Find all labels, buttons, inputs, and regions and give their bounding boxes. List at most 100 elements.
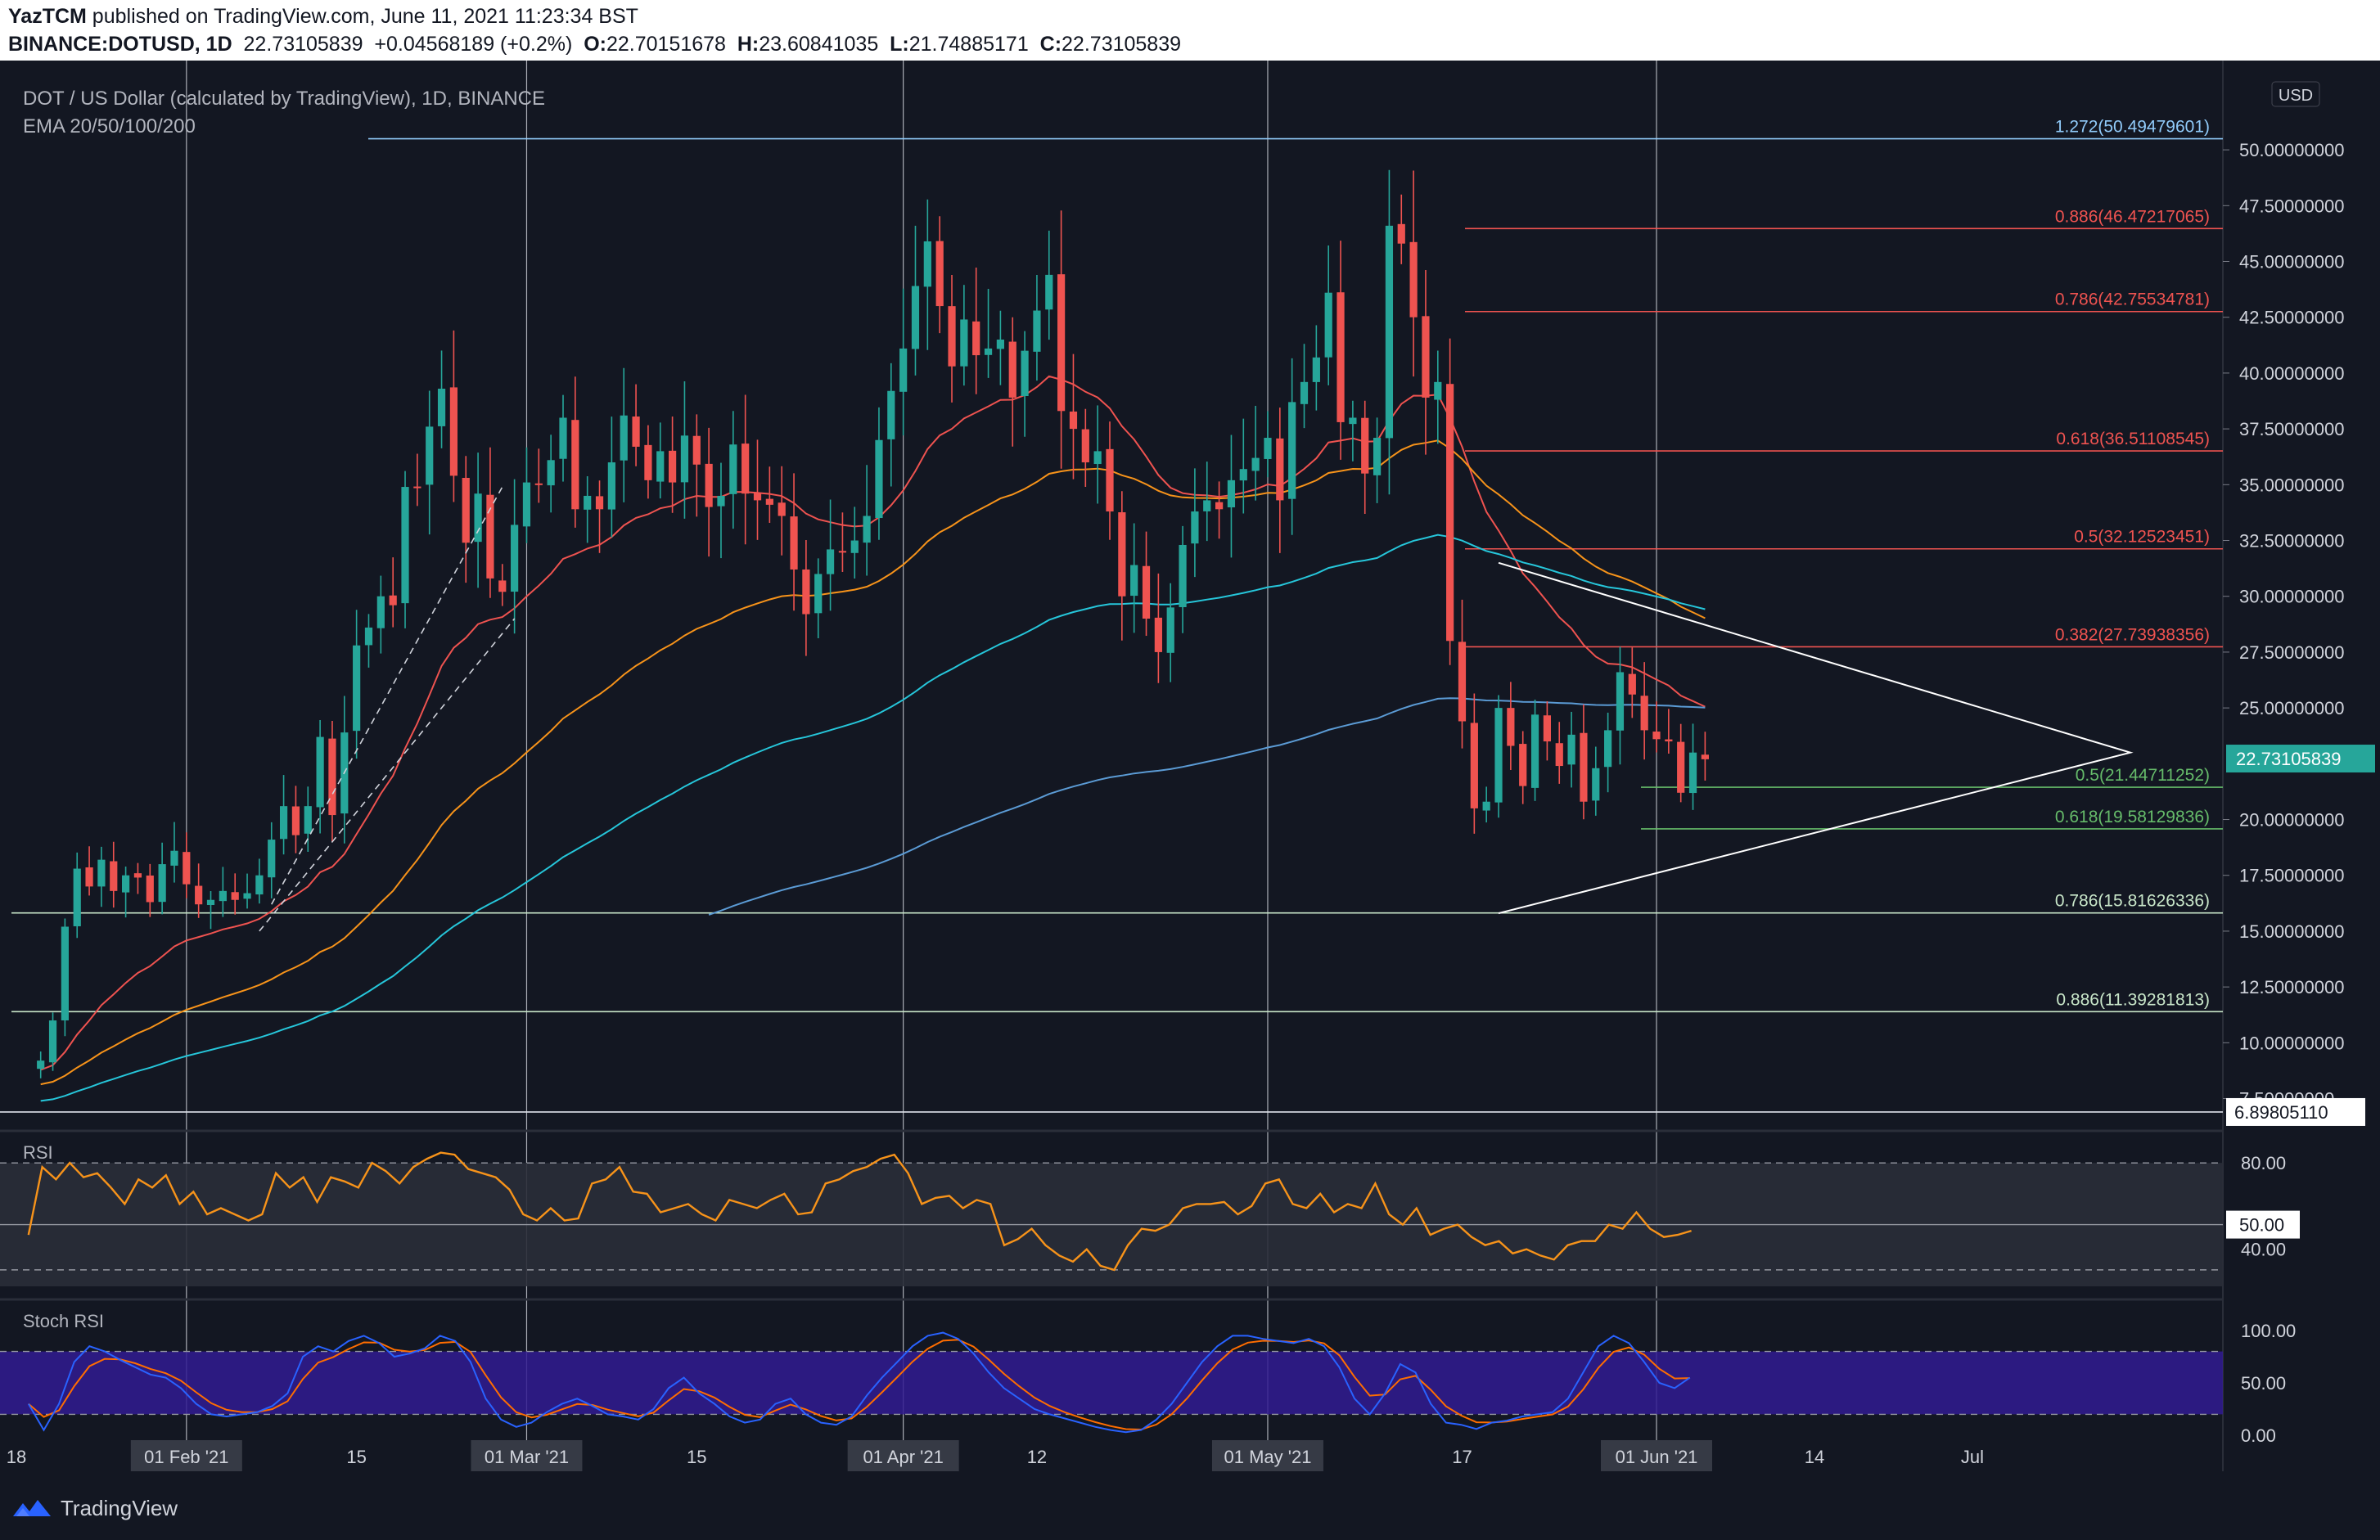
candle-body [972,321,980,356]
candle-body [559,417,567,459]
candle-body [1555,743,1563,767]
price-tick-label: 20.00000000 [2239,810,2344,831]
price-tick-label: 47.50000000 [2239,196,2344,216]
candle-body [268,840,276,878]
candle-body [1118,512,1126,597]
date-tick-label: Jul [1961,1447,1984,1467]
candle-body [1507,708,1515,746]
date-tick-label: 01 May '21 [1224,1447,1312,1467]
candle-body [1397,223,1405,244]
last-price: 22.73105839 [243,33,363,56]
open-label: O: [584,33,606,56]
candle-body [1106,448,1114,512]
candle-body [1130,565,1138,597]
candle-body [1361,417,1369,474]
high-label: H: [737,33,760,56]
candle-body [692,435,701,465]
candle-body [243,893,251,899]
candle-body [741,444,750,494]
symbol-label: BINANCE:DOTUSD, 1D [8,33,232,56]
price-tick-label: 40.00000000 [2239,363,2344,384]
stoch-rsi-pane[interactable]: Stoch RSI 100.00 50.00 0.00 [0,1311,2296,1446]
price-chart[interactable]: 1.272(50.49479601) 0.886(46.47217065) 0.78… [0,61,2380,1479]
rsi-line [27,1151,1692,1272]
candle-body [304,806,312,834]
footer: TradingView [0,1479,2380,1540]
candle-body [1494,708,1503,803]
candle-body [814,574,823,614]
date-tick-label: 01 Mar '21 [485,1447,569,1467]
stoch-k-line [27,1331,1691,1434]
candle-body [1276,438,1284,501]
fibonacci-levels: 1.272(50.49479601) 0.886(46.47217065) 0.78… [0,118,2223,1113]
candle-body [984,348,993,355]
price-tick-label: 17.50000000 [2239,866,2344,886]
tradingview-brand[interactable]: TradingView [11,1496,178,1521]
candle-body [389,595,397,606]
candle-body [1567,734,1575,765]
stoch-d-line [28,1339,1690,1431]
candle-body [863,516,871,543]
publisher-line: YazTCM published on TradingView.com, Jun… [8,5,638,29]
fib-level-label: 1.272(50.49479601) [2055,118,2210,137]
date-tick-label: 15 [346,1447,366,1467]
rsi-tick-label: 40.00 [2241,1240,2286,1260]
date-tick-label: 01 Jun '21 [1616,1447,1698,1467]
last-price-label: 22.73105839 [2236,749,2341,769]
candle-body [1519,744,1527,786]
candle-body [1093,451,1102,465]
candle-body [1385,225,1394,439]
brand-label: TradingView [61,1496,178,1520]
price-axis[interactable]: 50.00000000 47.50000000 45.00000000 42.5000… [2223,140,2375,1126]
candle-body [1166,607,1174,653]
price-tick-label: 25.00000000 [2239,698,2344,718]
publisher-name[interactable]: YazTCM [8,5,87,28]
candle-body [1434,381,1442,400]
candle-body [1069,411,1078,430]
candle-body [729,444,737,494]
candle-body [511,525,519,592]
fib-level-label: 0.5(32.12523451) [2074,528,2210,547]
time-axis[interactable]: 18 01 Feb '21 15 01 Mar '21 15 01 Apr '21 12 01… [7,1440,1984,1471]
date-highlight [1211,1440,1323,1471]
candle-body [680,435,689,483]
candle-body [1033,310,1041,352]
candle-body [462,477,470,543]
chart-title: DOT / US Dollar (calculated by TradingVi… [23,88,545,110]
publish-header: YazTCM published on TradingView.com, Jun… [0,0,2380,61]
candle-body [571,420,579,510]
date-tick-label: 01 Apr '21 [863,1447,943,1467]
price-tick-label: 45.00000000 [2239,252,2344,272]
candle-body [850,540,859,553]
candle-body [1628,673,1636,695]
candle-body [364,627,373,646]
candle-body [183,852,191,885]
date-tick-label: 15 [687,1447,706,1467]
rsi-pane[interactable]: RSI 80.00 40.00 50.00 [0,1142,2300,1286]
date-highlight [130,1440,242,1471]
candle-body [498,580,507,592]
candle-body [632,417,640,447]
candle-body [778,502,786,516]
fib-level-label: 0.886(11.39281813) [2056,990,2210,1009]
currency-badge[interactable]: USD [2271,81,2320,107]
rsi-label: RSI [23,1142,53,1163]
fib-level-label: 0.618(36.51108545) [2056,430,2210,448]
date-highlight [471,1440,583,1471]
candle-body [1081,429,1089,463]
candle-body [1543,715,1552,742]
close-label: C: [1039,33,1062,56]
indicator-label: EMA 20/50/100/200 [23,115,196,137]
candle-body [1349,417,1357,425]
candle-body [170,850,178,866]
fib-level-label: 0.886(46.47217065) [2055,207,2210,226]
open-value: 22.70151678 [606,33,726,56]
price-tick-label: 30.00000000 [2239,587,2344,607]
candle-body [595,496,604,510]
candle-body [413,486,421,489]
candle-body [195,885,203,905]
candle-body [206,899,215,906]
candle-body [255,875,264,895]
candle-body [1458,642,1467,722]
price-tick-label: 37.50000000 [2239,419,2344,439]
